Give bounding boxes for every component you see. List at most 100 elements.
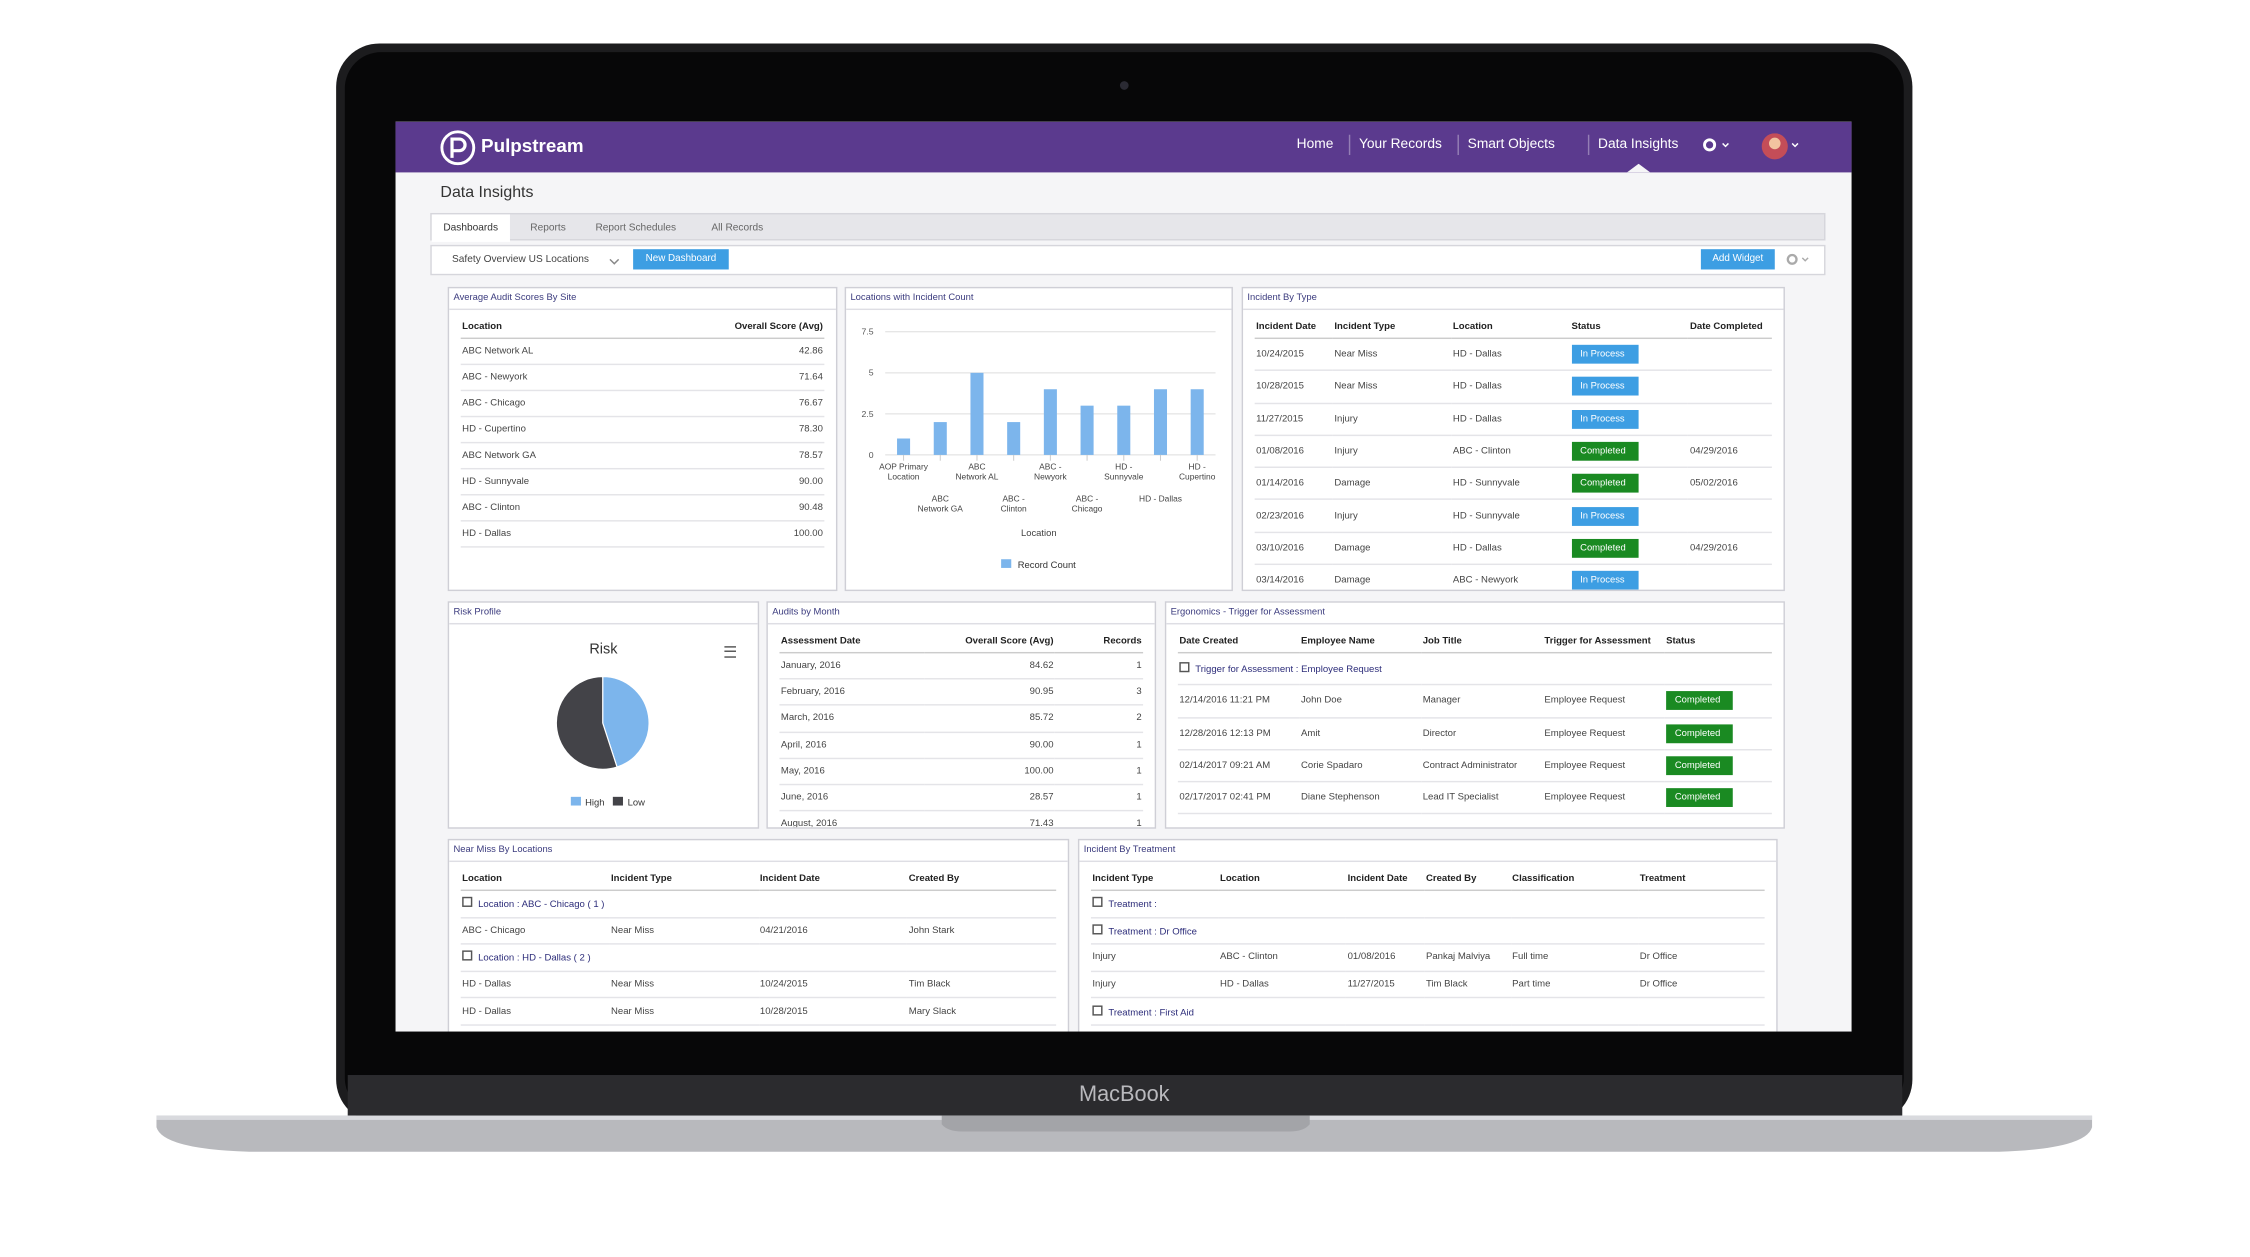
column-header: Job Title [1421, 630, 1543, 654]
status-badge: Completed [1571, 538, 1639, 558]
column-header: Location [1451, 315, 1571, 339]
table-cell: HD - Dallas [1451, 370, 1571, 404]
table-cell: John Stark [907, 917, 1057, 945]
table-cell: Employee Request [1542, 684, 1665, 719]
table-cell: HD - Cupertino [460, 416, 679, 444]
tab[interactable]: All Records [711, 223, 764, 234]
table-cell [1688, 564, 1772, 590]
nav-item[interactable]: Data Insights [1598, 136, 1679, 153]
status-badge: In Process [1571, 571, 1639, 590]
table-cell: Near Miss [609, 917, 759, 945]
nav-item[interactable]: Smart Objects [1467, 136, 1555, 153]
widget-title: Risk Profile [453, 607, 502, 618]
collapse-icon[interactable] [1179, 662, 1190, 673]
bar [1117, 405, 1131, 455]
widget-title: Incident By Treatment [1083, 844, 1176, 855]
y-tick-label: 7.5 [862, 327, 874, 337]
collapse-icon[interactable] [1092, 897, 1103, 908]
table-row: ABC - Chicago Near Miss 04/21/2016 John Sta… [460, 917, 1057, 945]
new-dashboard-button[interactable]: New Dashboard [633, 249, 729, 270]
brand: Pulpstream [481, 134, 584, 157]
table-cell: Completed [1570, 532, 1689, 566]
laptop-notch [941, 1115, 1310, 1132]
table-cell [1688, 499, 1772, 533]
table-row: August, 2016 71.43 1 [779, 810, 1144, 828]
table-cell: 04/29/2016 [1688, 435, 1772, 469]
table-cell: In Process [1570, 402, 1689, 436]
table-cell: 02/14/2017 09:21 AM [1177, 749, 1300, 783]
chart-menu[interactable] [724, 646, 736, 658]
table-cell: Damage [1332, 467, 1452, 501]
widget-body: Incident Date Incident Type Location Status… [1243, 310, 1783, 590]
active-pointer [1627, 163, 1651, 173]
group-label: Treatment : Dr Office [1108, 927, 1198, 938]
table-cell: 76.67 [678, 390, 825, 418]
top-bar: Pulpstream Home Your Records Smart Objects… [395, 121, 1852, 173]
camera [1119, 81, 1129, 90]
header-row: Assessment Date Overall Score (Avg) Record… [779, 630, 1144, 654]
group-label: Location : HD - Dallas ( 2 ) [478, 954, 591, 965]
status-badge: Completed [1666, 691, 1733, 711]
toolbar-settings[interactable] [1783, 251, 1815, 268]
table-row: 12/14/2016 11:21 PM John Doe Manager Employ… [1177, 684, 1772, 719]
widget-title: Locations with Incident Count [850, 292, 974, 303]
table-cell: 11/27/2015 [1346, 971, 1425, 999]
y-tick-label: 5 [869, 368, 874, 378]
tab[interactable]: Reports [530, 223, 566, 234]
data-table: Location Incident Type Incident Date Create… [460, 867, 1057, 1026]
widget: Near Miss By Locations Location Incident T… [447, 838, 1070, 1032]
widget-header: Risk Profile [449, 603, 758, 625]
table-cell: ABC - Chicago [460, 917, 610, 945]
dashboard-select[interactable]: Safety Overview US Locations [452, 254, 590, 266]
table-cell [1688, 402, 1772, 436]
group-row: Location : HD - Dallas ( 2 ) [460, 944, 1057, 972]
tab[interactable]: Report Schedules [595, 223, 677, 234]
add-widget-button[interactable]: Add Widget [1700, 249, 1775, 270]
x-tick-label: ABC Network GA [917, 495, 963, 514]
status-badge: Completed [1666, 756, 1733, 776]
x-tick-label: HD - Sunnyvale [1104, 463, 1144, 482]
nav-item[interactable]: Home [1296, 136, 1334, 153]
table-cell: 42.86 [678, 338, 825, 366]
table-cell: 05/02/2016 [1688, 467, 1772, 501]
column-header: Assessment Date [779, 630, 925, 654]
table-cell: 85.72 [924, 705, 1056, 733]
table-cell: 04/21/2016 [758, 917, 908, 945]
widget-body: Date Created Employee Name Job Title Trigge… [1166, 624, 1783, 827]
collapse-icon[interactable] [462, 951, 473, 962]
header-row: Location Incident Type Incident Date Create… [460, 867, 1057, 891]
laptop-base [156, 1115, 2093, 1152]
collapse-icon[interactable] [462, 897, 473, 908]
x-axis-label: Location [1020, 528, 1057, 539]
tab[interactable]: Dashboards [431, 214, 510, 242]
table-cell: Director [1421, 717, 1543, 751]
x-tick-label: HD - Cupertino [1178, 463, 1216, 482]
settings-icon[interactable] [1703, 138, 1717, 152]
bar [897, 438, 911, 455]
table-cell: August, 2016 [779, 810, 925, 828]
column-header: Incident Date [758, 867, 908, 891]
bar [933, 422, 947, 455]
table-cell: Diane Stephenson [1299, 781, 1422, 815]
collapse-icon[interactable] [1092, 924, 1103, 935]
collapse-icon[interactable] [1092, 1004, 1103, 1016]
table-cell: Corie Spadaro [1299, 749, 1422, 783]
status-badge: Completed [1666, 724, 1733, 743]
nav-item[interactable]: Your Records [1358, 136, 1442, 153]
table-cell: 10/24/2015 [1254, 338, 1333, 372]
table-cell: Contract Administrator [1421, 749, 1543, 783]
table-cell: Employee Request [1542, 749, 1665, 783]
widget: Ergonomics - Trigger for Assessment Date … [1164, 601, 1785, 829]
table-cell: ABC - Clinton [460, 494, 679, 522]
table-row: 10/28/2015 Near Miss HD - Dallas In Process [1254, 370, 1772, 404]
legend-item: Record Count [846, 559, 1231, 571]
table-row: HD - Sunnyvale 90.00 [460, 468, 825, 496]
group-cell: Location : HD - Dallas ( 2 ) [460, 944, 1057, 972]
group-label: Location : ABC - Chicago ( 1 ) [478, 900, 605, 911]
widget-title: Near Miss By Locations [453, 844, 553, 855]
header-row: Date Created Employee Name Job Title Trigge… [1177, 630, 1772, 654]
table-row: Injury ABC - Clinton 01/08/2016 Pankaj Malv… [1090, 944, 1765, 972]
table-cell: Tim Black [907, 971, 1057, 999]
header-row: Incident Date Incident Type Location Status… [1254, 315, 1772, 339]
table-cell: April, 2016 [779, 731, 925, 759]
